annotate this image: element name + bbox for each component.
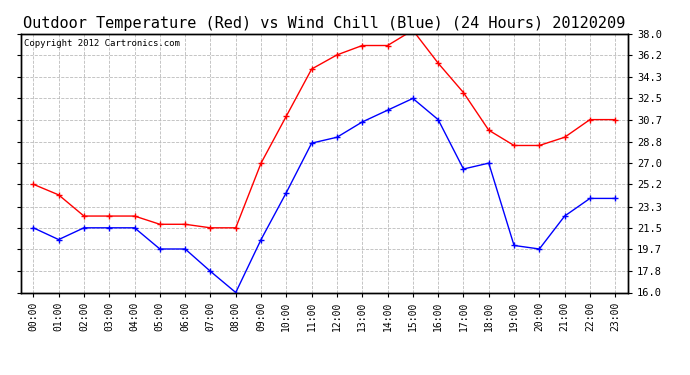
Title: Outdoor Temperature (Red) vs Wind Chill (Blue) (24 Hours) 20120209: Outdoor Temperature (Red) vs Wind Chill … [23,16,625,31]
Text: Copyright 2012 Cartronics.com: Copyright 2012 Cartronics.com [23,39,179,48]
